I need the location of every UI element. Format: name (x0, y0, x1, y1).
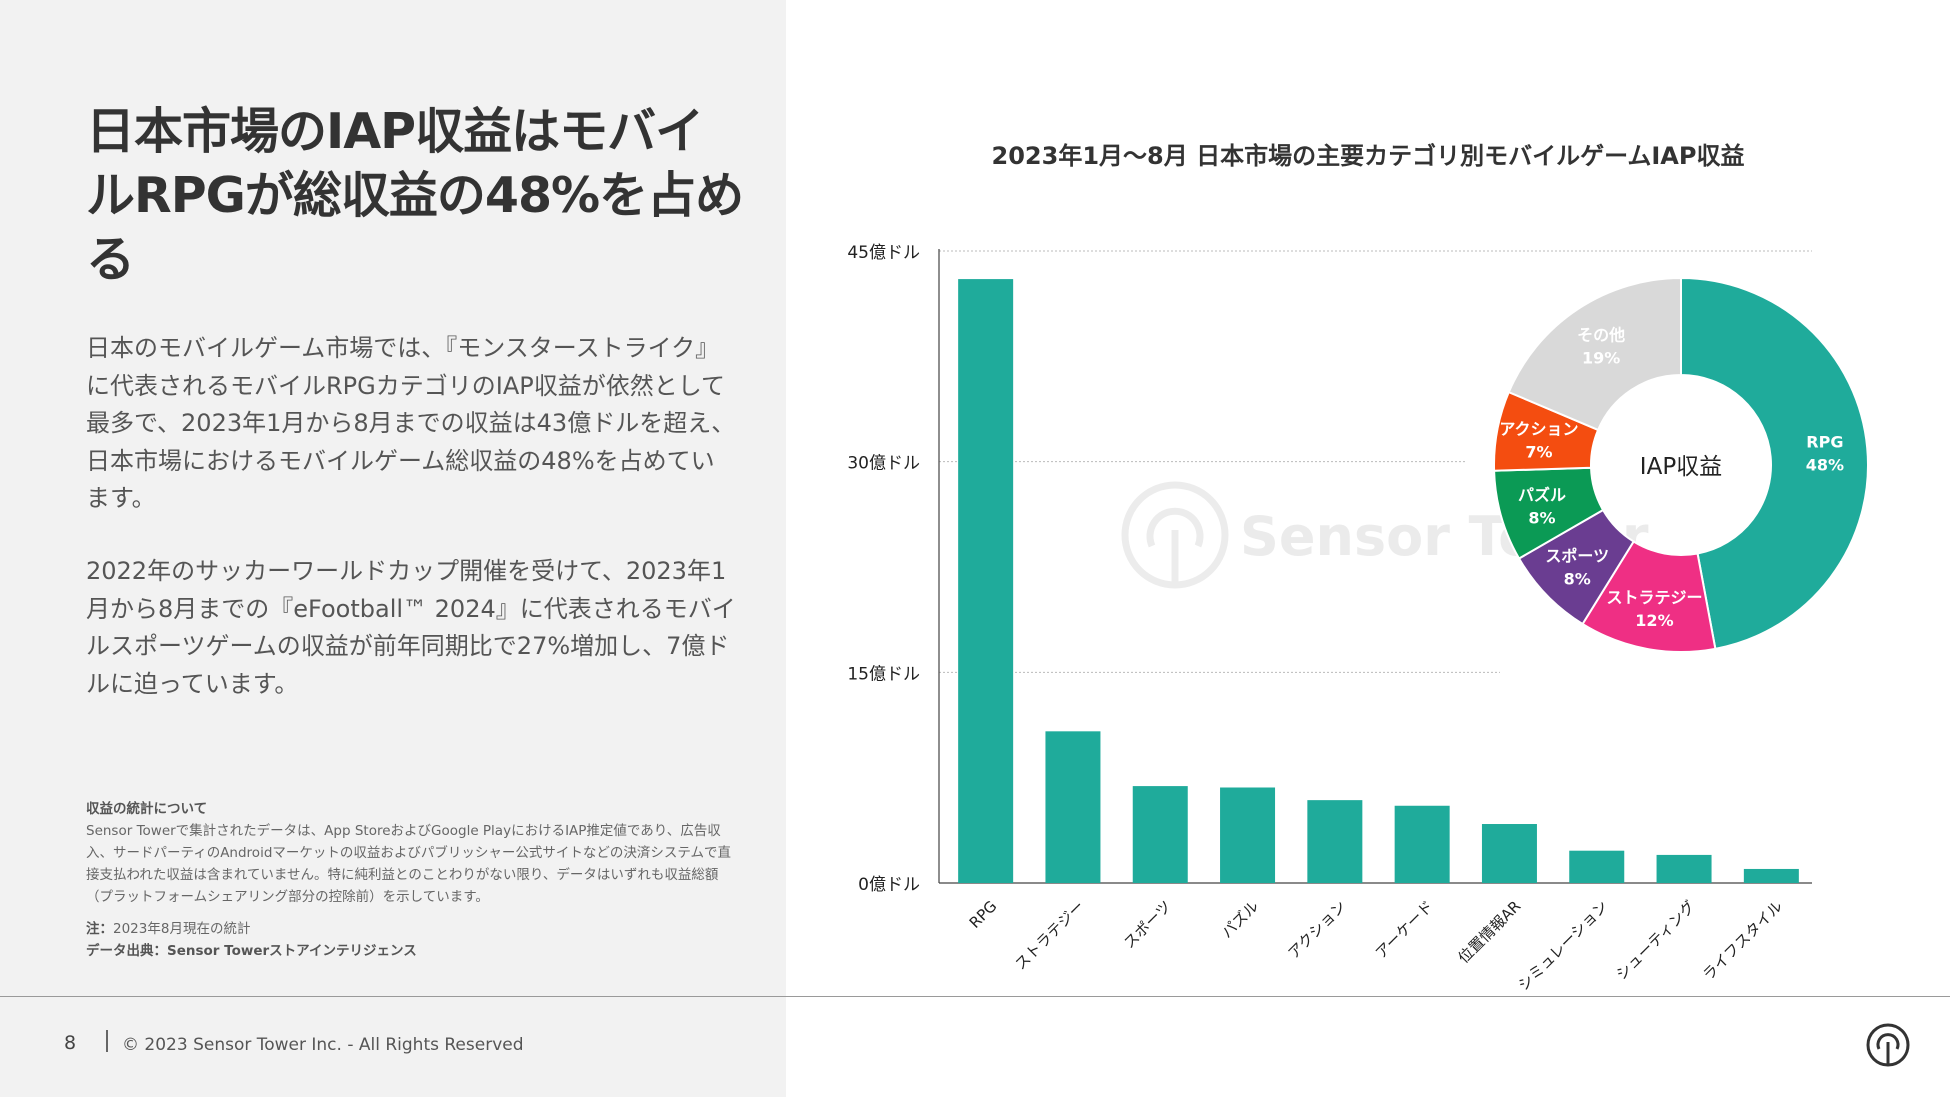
bar (1569, 850, 1625, 883)
bar (1307, 800, 1363, 883)
data-source: データ出典：Sensor Towerストアインテリジェンス (86, 943, 417, 959)
donut-slice (1507, 276, 1682, 432)
x-category-label: スポーツ (1120, 897, 1175, 952)
donut-slice-value: 19% (1582, 349, 1620, 368)
donut-slice-label: スポーツ (1545, 547, 1609, 566)
bar (1394, 805, 1450, 883)
y-tick-label: 15億ドル (847, 664, 920, 684)
x-category-label: ストラテジー (1011, 897, 1087, 973)
chart-title: 2023年1月〜8月 日本市場の主要カテゴリ別モバイルゲームIAP収益 (991, 142, 1745, 170)
left-panel (0, 0, 786, 1097)
donut-slice-value: 8% (1564, 570, 1591, 589)
paragraph-1: 日本のモバイルゲーム市場では、『モンスターストライク』に代表されるモバイルRPG… (86, 334, 736, 512)
bar (958, 279, 1014, 884)
footer-divider (0, 996, 1950, 997)
bar (1481, 824, 1537, 883)
copyright: © 2023 Sensor Tower Inc. - All Rights Re… (122, 1035, 524, 1055)
bar (1132, 786, 1188, 883)
donut-slice (1680, 276, 1869, 650)
x-category-label: パズル (1218, 897, 1263, 942)
bar (1220, 787, 1276, 883)
watermark-logo-icon (1121, 481, 1229, 589)
x-category-label: シミュレーション (1514, 897, 1611, 994)
y-tick-label: 45億ドル (847, 243, 920, 263)
bar (1656, 854, 1712, 883)
donut-slice-label: アクション (1499, 419, 1578, 438)
headline: 日本市場のIAP収益はモバイルRPGが総収益の48%を占める (86, 103, 744, 288)
footer-separator (106, 1030, 108, 1052)
notes-heading: 収益の統計について (86, 801, 208, 817)
donut-slice-value: 48% (1806, 456, 1844, 475)
y-tick-label: 30億ドル (847, 454, 920, 474)
donut-center-label: IAP収益 (1640, 454, 1722, 480)
donut-slice-label: パズル (1518, 486, 1566, 505)
bar (1045, 731, 1101, 883)
sensor-tower-logo-icon (1866, 1023, 1910, 1067)
y-tick-label: 0億ドル (858, 875, 920, 895)
donut-slice-value: 12% (1635, 611, 1673, 630)
paragraph-2: 2022年のサッカーワールドカップ開催を受けて、2023年1月から8月までの『e… (86, 557, 736, 698)
donut-slice-value: 8% (1528, 509, 1555, 528)
x-category-label: アーケード (1372, 897, 1437, 962)
donut-slice-label: ストラテジー (1606, 588, 1702, 607)
donut-slice-label: RPG (1806, 433, 1843, 452)
revenue-notes: 収益の統計について Sensor Towerで集計されたデータは、App Sto… (86, 798, 740, 962)
donut-slice-label: その他 (1577, 326, 1625, 345)
x-category-label: ライフスタイル (1699, 897, 1786, 984)
notes-body: Sensor Towerで集計されたデータは、App StoreおよびGoogl… (86, 823, 731, 905)
x-category-label: シューティング (1613, 897, 1699, 983)
bar (1743, 868, 1799, 883)
note-text: 2023年8月現在の統計 (113, 921, 251, 937)
page-number: 8 (64, 1032, 77, 1054)
x-category-label: RPG (966, 897, 1001, 932)
x-category-label: アクション (1284, 897, 1349, 962)
donut-slice-value: 7% (1525, 442, 1552, 461)
x-category-label: 位置情報AR (1454, 897, 1524, 967)
note-label: 注： (86, 921, 113, 937)
